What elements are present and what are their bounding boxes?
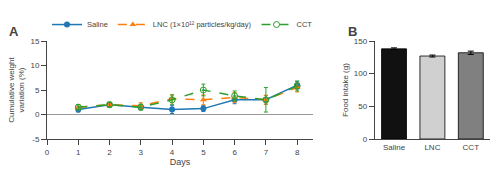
svg-text:15: 15	[30, 37, 39, 46]
svg-text:5: 5	[35, 86, 40, 95]
svg-text:CCT: CCT	[297, 20, 313, 29]
svg-text:Saline: Saline	[383, 143, 406, 152]
svg-text:1: 1	[76, 148, 81, 157]
svg-text:Cumulative weightvariation (%): Cumulative weightvariation (%)	[7, 57, 26, 123]
svg-text:LNC (1×10¹² particles/kg/day): LNC (1×10¹² particles/kg/day)	[153, 20, 252, 29]
svg-text:CCT: CCT	[463, 143, 480, 152]
svg-text:2: 2	[107, 148, 112, 157]
svg-text:7: 7	[264, 148, 269, 157]
svg-text:0: 0	[363, 135, 368, 144]
svg-text:4: 4	[170, 148, 175, 157]
svg-text:Saline: Saline	[87, 20, 108, 29]
svg-text:150: 150	[354, 37, 368, 46]
svg-text:100: 100	[354, 69, 368, 78]
svg-text:0: 0	[35, 110, 40, 119]
svg-text:Days: Days	[170, 157, 191, 167]
svg-text:50: 50	[358, 102, 367, 111]
svg-text:A: A	[9, 24, 19, 39]
svg-text:10: 10	[30, 61, 39, 70]
svg-text:8: 8	[295, 148, 300, 157]
svg-text:LNC: LNC	[424, 143, 440, 152]
svg-text:5: 5	[201, 148, 206, 157]
svg-text:0: 0	[45, 148, 50, 157]
svg-text:3: 3	[139, 148, 144, 157]
svg-text:B: B	[348, 24, 357, 39]
svg-text:-5: -5	[32, 135, 40, 144]
svg-text:Food intake (g): Food intake (g)	[341, 63, 350, 117]
svg-text:6: 6	[232, 148, 237, 157]
